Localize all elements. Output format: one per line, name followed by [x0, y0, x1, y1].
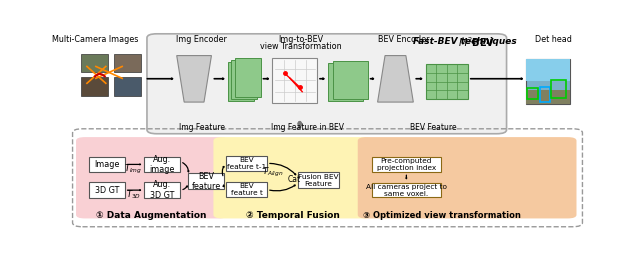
Bar — [81, 54, 108, 72]
Bar — [235, 58, 260, 97]
Bar — [527, 88, 538, 99]
Bar — [89, 182, 125, 198]
FancyBboxPatch shape — [213, 137, 372, 218]
Bar — [89, 157, 125, 172]
FancyBboxPatch shape — [76, 137, 228, 218]
Bar — [372, 158, 441, 172]
Text: Pre-computed
projection index: Pre-computed projection index — [377, 158, 436, 171]
Text: Fast-BEV techniques: Fast-BEV techniques — [413, 37, 516, 46]
FancyBboxPatch shape — [147, 34, 507, 134]
Text: Img Encoder: Img Encoder — [176, 35, 227, 44]
Text: BEV
feature: BEV feature — [191, 171, 221, 191]
Bar — [298, 172, 339, 188]
Bar — [227, 155, 267, 171]
Bar — [333, 61, 368, 98]
Polygon shape — [177, 56, 211, 102]
Bar — [81, 77, 108, 96]
Text: BEV Encoder: BEV Encoder — [378, 35, 429, 44]
Text: ③ Optimized view transformation: ③ Optimized view transformation — [363, 211, 521, 220]
Text: $T_{Img}$: $T_{Img}$ — [124, 162, 142, 176]
Bar — [145, 182, 180, 198]
Text: Image: Image — [94, 160, 120, 169]
Bar — [227, 182, 267, 197]
Text: Multi-Camera Images: Multi-Camera Images — [52, 35, 138, 44]
Text: 3D GT: 3D GT — [95, 186, 119, 195]
Bar — [228, 61, 253, 101]
Bar — [372, 183, 441, 197]
Bar — [145, 157, 180, 172]
Bar — [328, 63, 363, 101]
Text: BEV Feature: BEV Feature — [410, 123, 456, 132]
Bar — [188, 173, 224, 189]
Text: BEV
feature t: BEV feature t — [230, 183, 262, 196]
Bar — [273, 58, 317, 103]
Text: All cameras project to
same voxel.: All cameras project to same voxel. — [366, 183, 447, 197]
Bar — [231, 60, 257, 99]
Text: ① Data Augmentation: ① Data Augmentation — [95, 211, 206, 220]
Text: Img Feature: Img Feature — [179, 123, 225, 132]
Bar — [114, 54, 141, 72]
Text: Fusion BEV
Feature: Fusion BEV Feature — [298, 174, 339, 187]
Bar — [527, 90, 570, 104]
Text: ② Temporal Fusion: ② Temporal Fusion — [246, 211, 340, 220]
Text: $T_{3D}$: $T_{3D}$ — [125, 188, 141, 201]
Text: Img Feature in BEV: Img Feature in BEV — [271, 123, 344, 132]
Text: BEV
feature t-1: BEV feature t-1 — [227, 157, 266, 170]
Bar — [527, 59, 570, 104]
Polygon shape — [378, 56, 413, 102]
Bar — [540, 87, 550, 102]
Text: view Transformation: view Transformation — [260, 42, 342, 51]
Bar — [114, 77, 141, 96]
Text: $\mathit{M^2}$BEV: $\mathit{M^2}$BEV — [458, 35, 495, 49]
Text: Det head: Det head — [535, 35, 572, 44]
Text: Aug.
3D GT: Aug. 3D GT — [150, 180, 175, 200]
FancyBboxPatch shape — [358, 137, 577, 218]
Text: Cat: Cat — [288, 175, 301, 184]
Bar — [426, 65, 468, 99]
Text: $T_{Align}$: $T_{Align}$ — [262, 166, 283, 179]
Bar — [551, 80, 566, 98]
Text: Img-to-BEV: Img-to-BEV — [278, 35, 323, 44]
Text: Aug.
image: Aug. image — [150, 155, 175, 174]
Bar — [527, 59, 570, 81]
